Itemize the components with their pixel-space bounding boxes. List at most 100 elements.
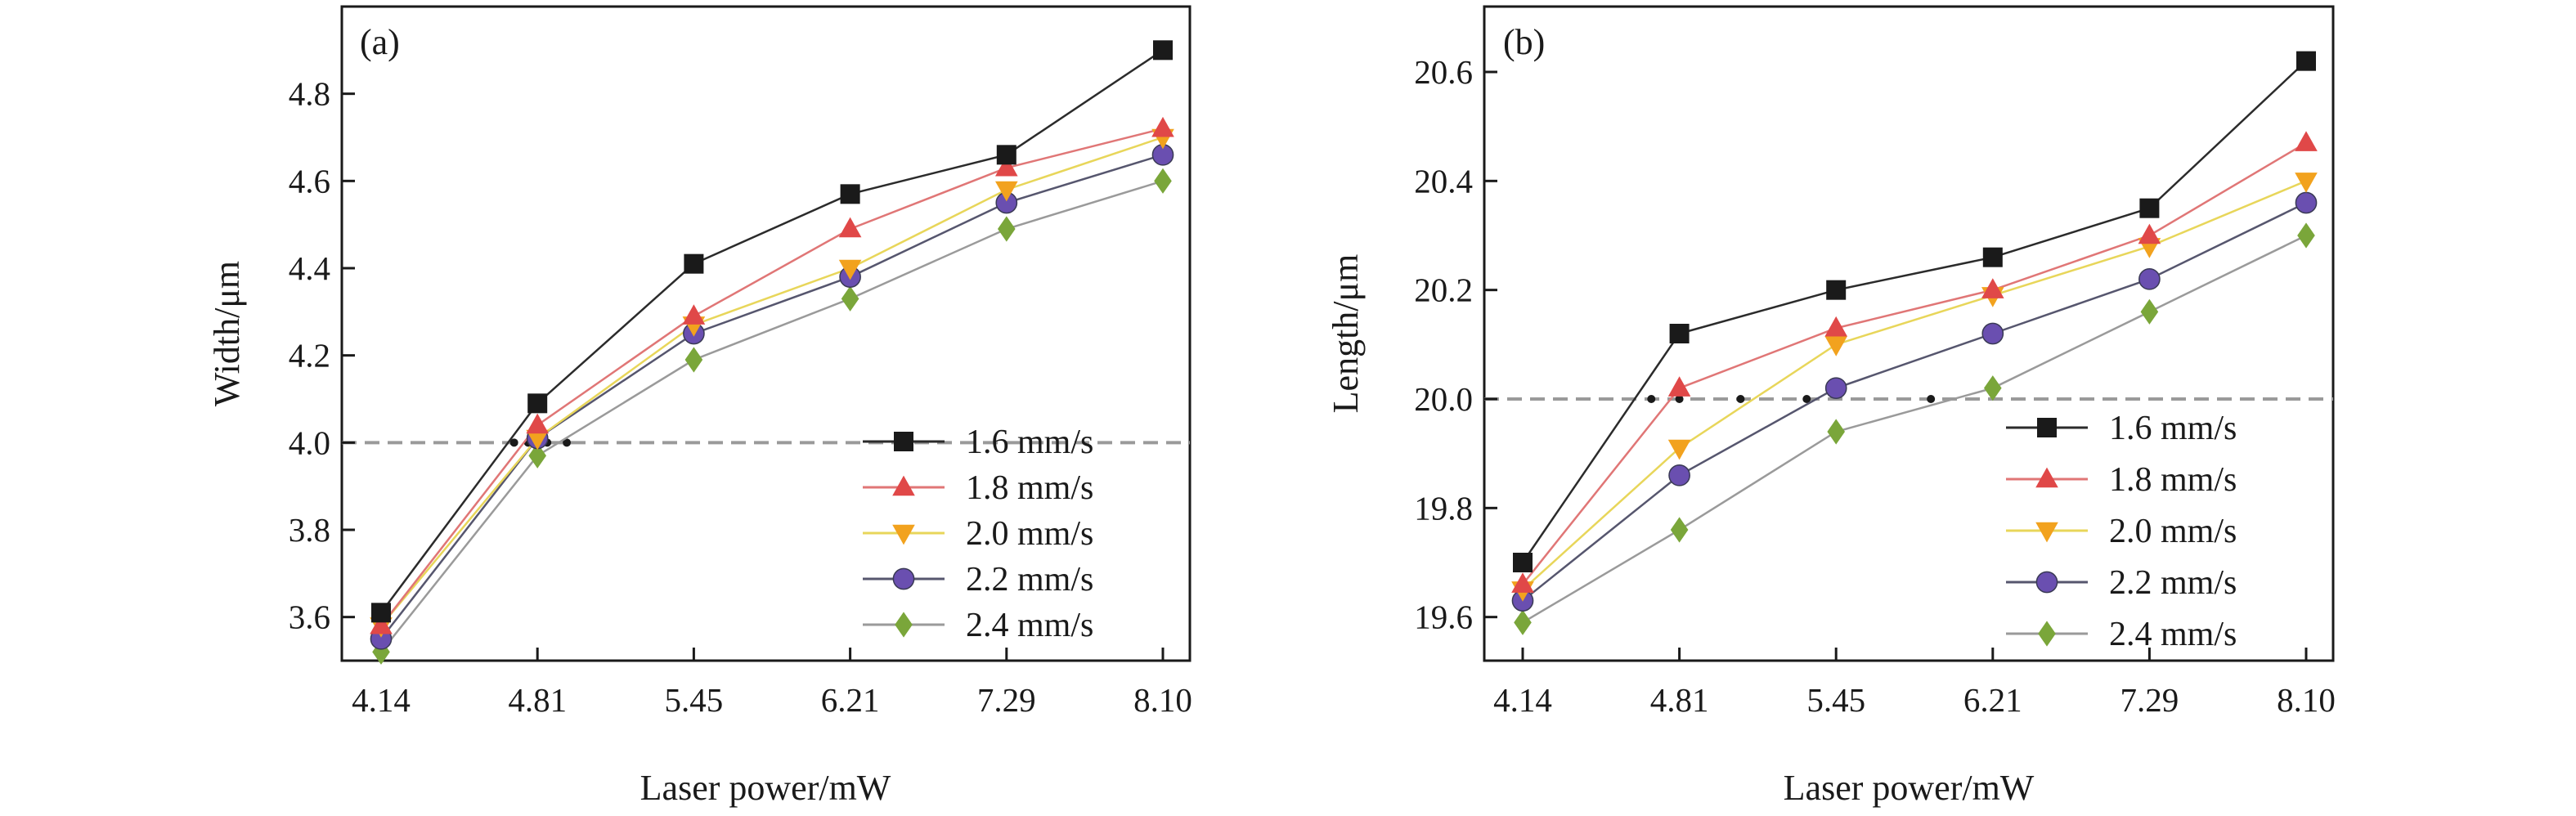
panel-a-label: (a) bbox=[360, 22, 400, 62]
x-tick-label: 8.10 bbox=[1133, 681, 1192, 719]
data-point-1-8-mm-s bbox=[370, 613, 393, 634]
data-point-1-8-mm-s bbox=[1981, 278, 2004, 298]
legend-label: 2.4 mm/s bbox=[966, 607, 1093, 644]
x-tick-label: 8.10 bbox=[2277, 681, 2336, 719]
data-point-1-8-mm-s bbox=[1667, 376, 1691, 397]
legend-label: 1.8 mm/s bbox=[2109, 461, 2237, 499]
data-point-1-6-mm-s bbox=[840, 184, 860, 204]
data-point-2-2-mm-s bbox=[1981, 322, 2004, 345]
legend-label: 1.8 mm/s bbox=[966, 469, 1093, 507]
data-point-2-2-mm-s bbox=[2295, 191, 2318, 214]
y-tick-label: 19.6 bbox=[1414, 599, 1473, 636]
panel-b-series bbox=[1511, 51, 2318, 635]
y-tick-label: 20.0 bbox=[1414, 380, 1473, 418]
series-line-1-8-mm-s bbox=[1522, 141, 2307, 585]
y-tick-label: 4.6 bbox=[289, 162, 330, 200]
data-point-1-8-mm-s bbox=[682, 304, 706, 325]
y-tick-label: 19.8 bbox=[1414, 489, 1473, 527]
legend-marker bbox=[2038, 621, 2056, 647]
data-point-2-0-mm-s bbox=[1824, 336, 1847, 356]
x-tick-label: 5.45 bbox=[665, 681, 724, 719]
series-line-2-2-mm-s bbox=[380, 154, 1164, 640]
data-point-2-2-mm-s bbox=[2138, 267, 2161, 290]
legend-label: 2.2 mm/s bbox=[2109, 564, 2237, 602]
panel-b-y-axis-title: Length/μm bbox=[1326, 254, 1366, 414]
data-point-1-6-mm-s bbox=[1153, 40, 1173, 61]
crossing-point bbox=[1927, 395, 1936, 403]
panel-a-width-chart: (a) 3.6 3.8 4.0 4.2 4.4 4.6 4.8 4.14 4.81 5.45 6.… bbox=[207, 5, 1192, 808]
series-line-2-2-mm-s bbox=[1522, 201, 2307, 602]
legend-marker bbox=[892, 524, 915, 545]
data-point-2-4-mm-s bbox=[998, 216, 1016, 242]
data-point-1-8-mm-s bbox=[1151, 116, 1174, 137]
x-tick-label: 4.14 bbox=[352, 681, 411, 719]
data-point-1-8-mm-s bbox=[2295, 131, 2318, 151]
panel-b-crossing-marks bbox=[1647, 395, 1936, 403]
panel-b-plot-frame bbox=[1483, 5, 2335, 662]
data-point-2-4-mm-s bbox=[1154, 168, 1172, 194]
data-point-2-4-mm-s bbox=[1514, 609, 1532, 635]
y-tick-label: 20.4 bbox=[1414, 162, 1473, 200]
data-point-1-6-mm-s bbox=[684, 253, 704, 274]
series-line-2-0-mm-s bbox=[1522, 180, 2307, 591]
data-point-1-6-mm-s bbox=[996, 145, 1016, 165]
legend-label: 2.4 mm/s bbox=[2109, 616, 2237, 653]
data-point-1-8-mm-s bbox=[1824, 316, 1847, 337]
crossing-point bbox=[509, 438, 518, 447]
data-point-2-0-mm-s bbox=[995, 181, 1018, 202]
data-point-2-4-mm-s bbox=[1984, 375, 2002, 401]
legend-label: 1.6 mm/s bbox=[2109, 410, 2237, 447]
series-line-2-0-mm-s bbox=[380, 136, 1164, 627]
data-point-2-0-mm-s bbox=[526, 429, 549, 451]
crossing-point bbox=[563, 438, 572, 447]
x-tick-label: 7.29 bbox=[977, 681, 1036, 719]
panel-b-length-chart: (b) 19.6 19.8 20.0 20.2 20.4 20.6 4.14 4.81 5.4… bbox=[1326, 5, 2336, 808]
data-point-2-4-mm-s bbox=[841, 285, 859, 312]
data-point-2-4-mm-s bbox=[684, 347, 703, 373]
data-point-1-8-mm-s bbox=[995, 155, 1018, 177]
crossing-point bbox=[1675, 395, 1684, 403]
data-point-1-6-mm-s bbox=[1826, 280, 1847, 300]
y-tick-label: 3.6 bbox=[289, 599, 330, 636]
legend-marker bbox=[2035, 467, 2058, 488]
panel-a-y-axis-title: Width/μm bbox=[207, 261, 247, 406]
crossing-point bbox=[1736, 395, 1745, 403]
y-tick-label: 4.2 bbox=[289, 337, 330, 374]
panel-a-y-axis: 3.6 3.8 4.0 4.2 4.4 4.6 4.8 bbox=[289, 75, 355, 636]
panel-b-x-axis: 4.14 4.81 5.45 6.21 7.29 8.10 bbox=[1493, 648, 2336, 719]
data-point-2-4-mm-s bbox=[2140, 298, 2159, 325]
panel-a-plot-frame bbox=[340, 5, 1192, 662]
data-point-1-6-mm-s bbox=[2296, 51, 2316, 71]
series-line-2-4-mm-s bbox=[1522, 234, 2307, 624]
legend-label: 2.2 mm/s bbox=[966, 561, 1093, 599]
series-line-1-8-mm-s bbox=[380, 128, 1164, 627]
y-tick-label: 20.6 bbox=[1414, 53, 1473, 91]
data-point-2-2-mm-s bbox=[1824, 377, 1847, 400]
legend-marker bbox=[2037, 418, 2057, 437]
x-tick-label: 7.29 bbox=[2120, 681, 2179, 719]
panel-a-series bbox=[370, 40, 1174, 665]
data-point-1-6-mm-s bbox=[1669, 324, 1690, 343]
legend-marker bbox=[895, 612, 913, 638]
series-line-1-6-mm-s bbox=[379, 49, 1164, 614]
data-point-1-6-mm-s bbox=[371, 603, 391, 623]
x-tick-label: 4.14 bbox=[1493, 681, 1552, 719]
legend-marker bbox=[2035, 522, 2058, 543]
data-point-2-4-mm-s bbox=[1827, 419, 1845, 445]
series-line-2-4-mm-s bbox=[380, 180, 1164, 653]
data-point-2-4-mm-s bbox=[2297, 222, 2315, 249]
data-point-2-0-mm-s bbox=[2295, 173, 2318, 193]
x-tick-label: 6.21 bbox=[821, 681, 880, 719]
panel-b-x-axis-title: Laser power/mW bbox=[1784, 768, 2035, 808]
legend-label: 2.0 mm/s bbox=[2109, 513, 2237, 550]
panel-b-label: (b) bbox=[1503, 22, 1545, 62]
data-point-1-8-mm-s bbox=[838, 217, 862, 238]
data-point-2-0-mm-s bbox=[1667, 439, 1691, 460]
data-point-1-6-mm-s bbox=[1513, 553, 1533, 572]
series-line-1-6-mm-s bbox=[1521, 60, 2307, 563]
data-point-2-4-mm-s bbox=[1670, 517, 1689, 543]
panel-b-y-axis: 19.6 19.8 20.0 20.2 20.4 20.6 bbox=[1414, 53, 1497, 636]
crossing-point bbox=[1647, 395, 1656, 403]
x-tick-label: 4.81 bbox=[508, 681, 567, 719]
